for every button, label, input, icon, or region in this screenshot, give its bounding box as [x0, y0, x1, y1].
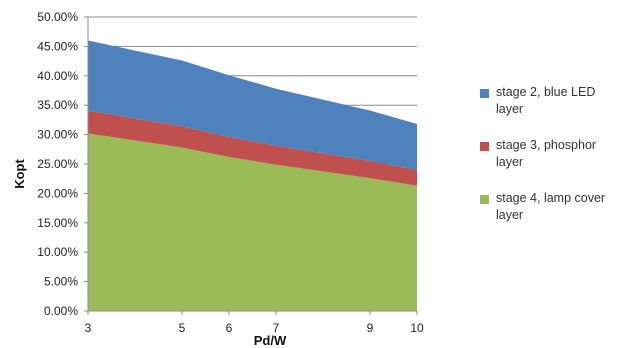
y-tick-label: 40.00%	[37, 69, 78, 83]
legend-item-blue-led: stage 2, blue LED layer	[480, 84, 625, 118]
y-tick-label: 45.00%	[37, 39, 78, 53]
area-series-2	[88, 40, 417, 170]
legend-label: stage 2, blue LED layer	[496, 85, 596, 116]
x-tick-label: 3	[85, 321, 92, 335]
axes	[84, 16, 418, 315]
y-tick-label: 10.00%	[37, 245, 78, 259]
area-series	[88, 40, 417, 311]
y-tick-label: 15.00%	[37, 216, 78, 230]
x-tick-labels: 3 5 6 7 9 10	[85, 321, 424, 335]
legend-item-phosphor: stage 3, phosphor layer	[480, 137, 625, 171]
legend-label: stage 4, lamp cover layer	[496, 191, 606, 222]
x-tick-label: 5	[179, 321, 186, 335]
y-tick-label: 25.00%	[37, 157, 78, 171]
legend-swatch-green	[480, 195, 489, 204]
y-tick-label: 5.00%	[44, 275, 78, 289]
y-tick-label: 30.00%	[37, 128, 78, 142]
x-tick-label: 9	[367, 321, 374, 335]
y-tick-label: 0.00%	[44, 304, 78, 318]
legend-swatch-blue	[480, 89, 489, 98]
x-tick-label: 7	[273, 321, 280, 335]
x-axis-title: Pd/W	[254, 333, 287, 348]
area-series-0	[88, 133, 417, 311]
legend-swatch-red	[480, 142, 489, 151]
legend-item-lamp-cover: stage 4, lamp cover layer	[480, 190, 625, 224]
area-series-1	[88, 110, 417, 186]
y-tick-label: 35.00%	[37, 98, 78, 112]
x-tick-label: 10	[410, 321, 424, 335]
legend: stage 2, blue LED layer stage 3, phospho…	[480, 84, 625, 243]
legend-label: stage 3, phosphor layer	[496, 138, 597, 169]
y-axis-title: Kopt	[12, 159, 27, 189]
y-tick-label: 50.00%	[37, 10, 78, 24]
x-tick-label: 6	[226, 321, 233, 335]
y-tick-label: 20.00%	[37, 186, 78, 200]
y-tick-labels: 0.00% 5.00% 10.00% 15.00% 20.00% 25.00% 30.00%…	[37, 10, 78, 318]
